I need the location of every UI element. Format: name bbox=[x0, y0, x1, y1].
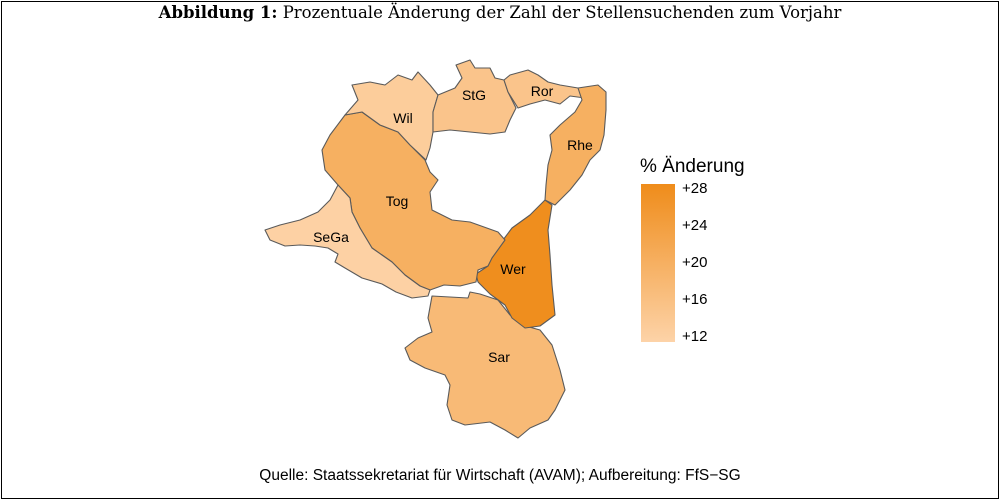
region-rhe bbox=[544, 84, 607, 206]
region-label-sega: SeGa bbox=[313, 229, 349, 245]
region-label-rhe: Rhe bbox=[567, 137, 593, 153]
figure-caption: Abbildung 1: Prozentuale Änderung der Za… bbox=[0, 3, 1000, 22]
legend-tick-label: +16 bbox=[682, 291, 708, 309]
legend-title: % Änderung bbox=[640, 156, 745, 177]
region-label-wer: Wer bbox=[500, 261, 526, 277]
legend-tick-label: +28 bbox=[682, 179, 708, 197]
legend-tick-label: +12 bbox=[682, 328, 708, 346]
legend-tick-label: +20 bbox=[682, 254, 708, 271]
source-note: Quelle: Staatssekretariat für Wirtschaft… bbox=[259, 467, 741, 484]
legend-tick-label: +24 bbox=[682, 216, 708, 234]
caption-label: Abbildung 1: bbox=[158, 3, 278, 22]
region-label-sar: Sar bbox=[488, 349, 510, 365]
region-label-stg: StG bbox=[462, 87, 486, 103]
region-stg bbox=[432, 59, 517, 135]
region-label-ror: Ror bbox=[531, 83, 554, 99]
caption-text: Prozentuale Änderung der Zahl der Stelle… bbox=[282, 3, 842, 22]
region-label-tog: Tog bbox=[386, 193, 409, 209]
region-sega bbox=[264, 184, 431, 299]
region-label-wil: Wil bbox=[393, 110, 412, 126]
region-ror bbox=[503, 69, 593, 109]
legend-color-bar bbox=[641, 184, 675, 342]
